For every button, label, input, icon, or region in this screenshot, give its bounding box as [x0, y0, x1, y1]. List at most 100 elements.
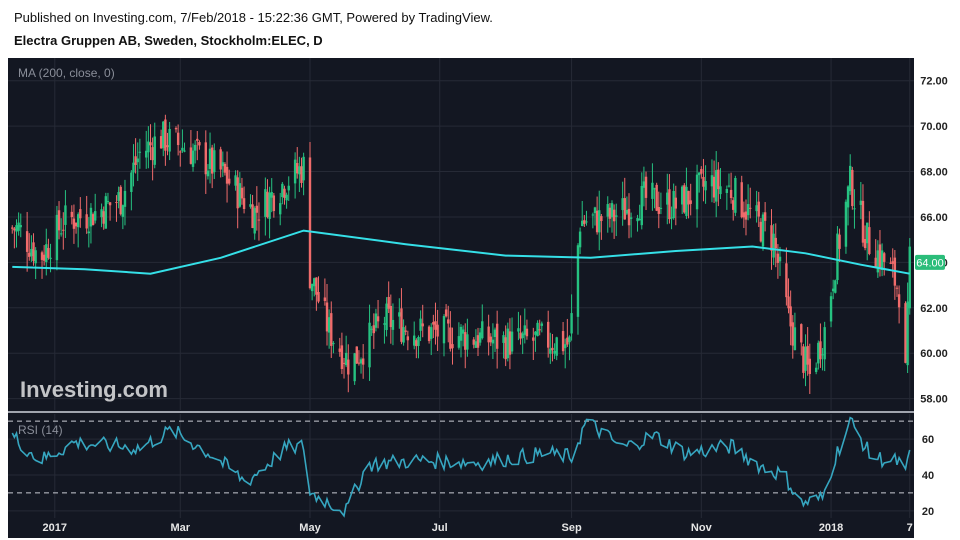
candle-body: [93, 211, 97, 221]
candle-body: [770, 225, 773, 251]
candle-body: [457, 336, 461, 348]
candle-body: [491, 339, 495, 344]
candle-body: [744, 211, 748, 220]
candle-body: [861, 200, 865, 243]
candle-body: [191, 150, 195, 167]
candle-body: [489, 336, 492, 343]
candle-body: [585, 221, 588, 223]
candle-body: [430, 327, 433, 339]
candle-body: [17, 222, 20, 231]
candle-body: [836, 233, 839, 281]
candle-body: [208, 148, 212, 169]
candle-body: [727, 185, 731, 187]
candle-body: [293, 159, 297, 184]
last-price-tag: 64.00: [915, 254, 945, 270]
time-tick-label: 2017: [43, 522, 67, 534]
ma-200-line: [12, 229, 910, 275]
candle-body: [591, 214, 595, 216]
candle-body: [859, 200, 863, 205]
candle-body: [697, 172, 701, 176]
candle-body: [555, 337, 558, 356]
candle-body: [196, 138, 199, 141]
candle-body: [100, 209, 103, 218]
candle-body: [478, 332, 482, 343]
candle-body: [508, 331, 512, 355]
candle-body: [595, 210, 599, 233]
candle-body: [240, 187, 244, 199]
investing-watermark: Investing.com: [20, 377, 168, 402]
candle-body: [11, 227, 14, 229]
candle-body: [710, 175, 714, 187]
candle-body: [359, 359, 363, 364]
candle-body: [689, 200, 692, 204]
candle-body: [62, 229, 65, 231]
candle-body: [121, 205, 125, 217]
candle-body: [717, 169, 720, 190]
candle-body: [495, 323, 499, 349]
candle-body: [612, 209, 616, 222]
price-tick-label: 70.00: [920, 121, 948, 133]
candle-body: [325, 302, 329, 332]
candle-body: [159, 136, 163, 149]
candle-body: [785, 263, 788, 298]
candle-body: [772, 233, 775, 258]
rsi-tick-label: 20: [922, 506, 934, 518]
candle-body: [715, 170, 718, 202]
candle-body: [296, 163, 299, 174]
candle-body: [225, 166, 229, 184]
candle-body: [576, 245, 580, 317]
chart-background: [8, 58, 914, 538]
candle-body: [227, 178, 231, 184]
candle-body: [778, 256, 782, 262]
candle-body: [680, 186, 684, 205]
price-tick-label: 58.00: [920, 394, 948, 406]
ma-indicator-label: MA (200, close, 0): [18, 66, 115, 80]
candle-body: [757, 201, 760, 217]
candle-body: [683, 185, 686, 213]
time-axis: 2017 Mar May Jul Sep Nov 2018 7: [43, 522, 913, 534]
candle-body: [517, 328, 520, 332]
candle-body: [521, 333, 524, 339]
rsi-indicator-label: RSI (14): [18, 423, 63, 437]
candle-body: [89, 207, 93, 227]
candle-body: [115, 202, 118, 204]
candle-body: [372, 325, 376, 334]
candle-body: [759, 221, 763, 242]
candle-body: [459, 326, 463, 341]
candle-body: [806, 345, 809, 365]
candle-body: [315, 277, 318, 295]
candle-body: [117, 192, 120, 201]
candle-body: [774, 237, 777, 249]
candle-body: [398, 312, 401, 317]
candle-body: [657, 207, 660, 214]
candle-body: [389, 305, 393, 328]
candle-body: [342, 362, 346, 364]
candle-body: [123, 190, 127, 207]
rsi-axis: 60 40 20: [922, 434, 934, 518]
candle-body: [298, 166, 301, 175]
candle-body: [874, 257, 877, 268]
candle-body: [436, 324, 439, 337]
candle-body: [102, 211, 105, 224]
candle-body: [87, 231, 91, 234]
time-tick-label: Jul: [432, 522, 448, 534]
candle-body: [385, 303, 388, 331]
candle-body: [387, 296, 390, 309]
candle-body: [238, 183, 242, 207]
candle-body: [355, 346, 358, 364]
candlesticks: [11, 114, 911, 394]
candle-body: [130, 172, 133, 192]
candle-body: [763, 212, 767, 221]
time-tick-label: 2018: [819, 522, 843, 534]
candle-body: [749, 207, 752, 209]
candle-body: [287, 185, 290, 191]
candle-body: [79, 209, 82, 219]
candle-body: [848, 165, 852, 192]
candle-body: [270, 191, 273, 198]
candle-body: [368, 322, 371, 368]
candle-body: [310, 283, 314, 292]
candle-body: [264, 189, 267, 217]
candle-body: [740, 182, 743, 218]
candle-body: [732, 200, 735, 210]
candle-body: [655, 184, 658, 211]
